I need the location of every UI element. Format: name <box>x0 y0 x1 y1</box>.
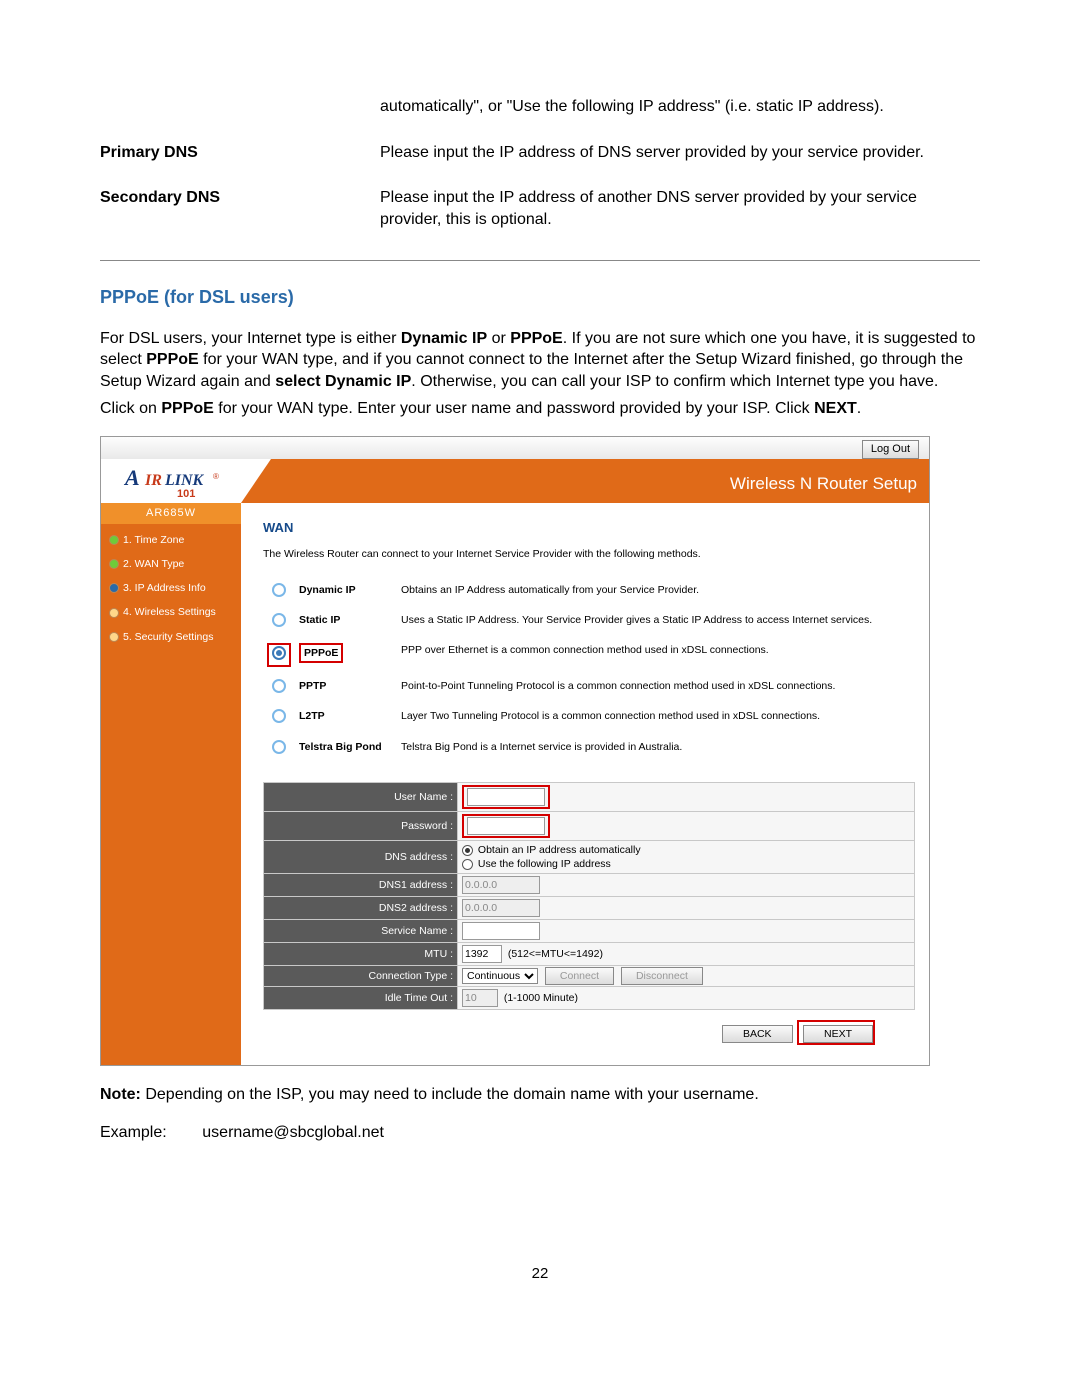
example-paragraph: Example: username@sbcglobal.net <box>100 1122 980 1144</box>
svg-text:LINK: LINK <box>164 472 205 489</box>
secondary-dns-text: Please input the IP address of another D… <box>380 181 980 248</box>
user-name-label: User Name : <box>264 782 458 811</box>
definitions-table: automatically", or "Use the following IP… <box>100 90 980 248</box>
screenshot-sidebar: AR685W 1. Time Zone2. WAN Type3. IP Addr… <box>101 503 241 1065</box>
nav-item[interactable]: 2. WAN Type <box>109 552 241 576</box>
wan-radio[interactable] <box>272 679 286 693</box>
dns1-label: DNS1 address : <box>264 873 458 896</box>
nav-item-label[interactable]: 2. WAN Type <box>123 558 184 570</box>
paragraph-2: Click on PPPoE for your WAN type. Enter … <box>100 398 980 420</box>
wan-radio[interactable] <box>272 613 286 627</box>
nav-item[interactable]: 5. Security Settings <box>109 625 241 649</box>
back-button[interactable]: BACK <box>722 1025 793 1043</box>
banner-title: Wireless N Router Setup <box>730 473 917 496</box>
nav-item-label[interactable]: 1. Time Zone <box>123 534 184 546</box>
idle-label: Idle Time Out : <box>264 986 458 1009</box>
nav-bullet-icon <box>109 535 119 545</box>
nav-bullet-icon <box>109 583 119 593</box>
svg-text:IR: IR <box>144 472 162 489</box>
wan-radio[interactable] <box>272 646 286 660</box>
divider <box>100 260 980 261</box>
wan-radio[interactable] <box>272 709 286 723</box>
nav-buttons: BACK NEXT <box>263 1010 915 1056</box>
section-title: PPPoE (for DSL users) <box>100 285 980 309</box>
wan-option-desc: Layer Two Tunneling Protocol is a common… <box>397 703 876 733</box>
airlink-logo: A IR LINK ® 101 <box>117 457 237 510</box>
idle-input[interactable] <box>462 989 498 1007</box>
nav-item[interactable]: 1. Time Zone <box>109 528 241 552</box>
next-button[interactable]: NEXT <box>803 1025 873 1043</box>
wan-subtext: The Wireless Router can connect to your … <box>263 547 915 561</box>
password-input[interactable] <box>467 817 545 835</box>
wan-option-name[interactable]: L2TP <box>295 703 397 733</box>
wan-option-name[interactable]: PPTP <box>295 673 397 703</box>
intro-continuation: automatically", or "Use the following IP… <box>380 90 980 136</box>
wan-radio[interactable] <box>272 583 286 597</box>
nav-bullet-icon <box>109 608 119 618</box>
svg-text:A: A <box>123 465 140 490</box>
logout-button[interactable]: Log Out <box>862 440 919 459</box>
pppoe-form: User Name : Password : DNS address : Obt… <box>263 782 915 1010</box>
disconnect-button[interactable]: Disconnect <box>621 967 703 985</box>
wan-option-name[interactable]: Static IP <box>295 607 397 637</box>
service-name-label: Service Name : <box>264 919 458 942</box>
wizard-nav: 1. Time Zone 2. WAN Type 3. IP Address Inf… <box>101 524 241 649</box>
wan-option-desc: Point-to-Point Tunneling Protocol is a c… <box>397 673 876 703</box>
dns-auto-radio[interactable] <box>462 845 473 856</box>
wan-option-desc: Telstra Big Pond is a Internet service i… <box>397 734 876 764</box>
password-label: Password : <box>264 811 458 840</box>
page-number: 22 <box>100 1264 980 1284</box>
dns-manual-radio[interactable] <box>462 859 473 870</box>
wan-option-desc: Uses a Static IP Address. Your Service P… <box>397 607 876 637</box>
conn-type-select[interactable]: Continuous <box>462 968 538 984</box>
mtu-hint: (512<=MTU<=1492) <box>508 948 603 960</box>
conn-type-label: Connection Type : <box>264 965 458 986</box>
mtu-label: MTU : <box>264 942 458 965</box>
nav-item[interactable]: 3. IP Address Info <box>109 576 241 600</box>
wan-option-desc: Obtains an IP Address automatically from… <box>397 577 876 607</box>
dns2-label: DNS2 address : <box>264 896 458 919</box>
wan-option-name[interactable]: Dynamic IP <box>295 577 397 607</box>
wan-radio[interactable] <box>272 740 286 754</box>
nav-item-label[interactable]: 4. Wireless Settings <box>123 606 216 618</box>
svg-text:®: ® <box>213 472 219 481</box>
mtu-input[interactable] <box>462 945 502 963</box>
nav-item-label[interactable]: 5. Security Settings <box>123 631 213 643</box>
nav-item[interactable]: 4. Wireless Settings <box>109 600 241 624</box>
dns1-input[interactable] <box>462 876 540 894</box>
paragraph-1: For DSL users, your Internet type is eit… <box>100 328 980 393</box>
connect-button[interactable]: Connect <box>545 967 614 985</box>
router-screenshot: Log Out Wireless N Router Setup A IR LIN… <box>100 436 930 1066</box>
wan-heading: WAN <box>263 519 915 537</box>
nav-bullet-icon <box>109 559 119 569</box>
svg-text:101: 101 <box>177 488 195 500</box>
wan-options-table: Dynamic IPObtains an IP Address automati… <box>263 577 876 764</box>
service-name-input[interactable] <box>462 922 540 940</box>
screenshot-topbar: Log Out <box>101 437 929 459</box>
screenshot-main: WAN The Wireless Router can connect to y… <box>241 503 929 1065</box>
user-name-input[interactable] <box>467 788 545 806</box>
nav-item-label[interactable]: 3. IP Address Info <box>123 582 206 594</box>
wan-option-name[interactable]: PPPoE <box>295 637 397 673</box>
dns2-input[interactable] <box>462 899 540 917</box>
primary-dns-text: Please input the IP address of DNS serve… <box>380 136 980 182</box>
dns-address-label: DNS address : <box>264 840 458 873</box>
secondary-dns-label: Secondary DNS <box>100 181 380 248</box>
primary-dns-label: Primary DNS <box>100 136 380 182</box>
nav-bullet-icon <box>109 632 119 642</box>
idle-hint: (1-1000 Minute) <box>504 992 578 1004</box>
wan-option-desc: PPP over Ethernet is a common connection… <box>397 637 876 673</box>
wan-option-name[interactable]: Telstra Big Pond <box>295 734 397 764</box>
note-paragraph: Note: Depending on the ISP, you may need… <box>100 1084 980 1106</box>
